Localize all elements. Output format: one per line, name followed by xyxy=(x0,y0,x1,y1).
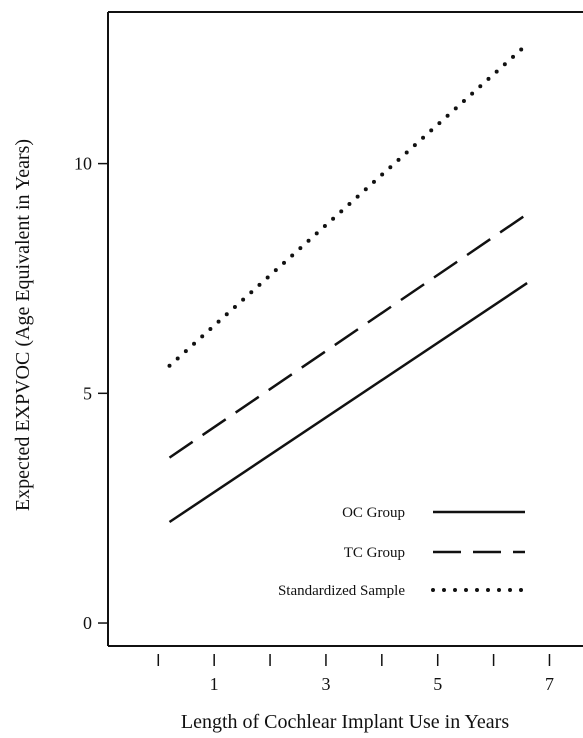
x-tick-label: 7 xyxy=(545,674,554,694)
plot-frame xyxy=(107,11,583,647)
x-tick-label: 5 xyxy=(433,674,442,694)
legend-label: Standardized Sample xyxy=(278,583,405,599)
series-line-oc-group xyxy=(168,282,528,524)
legend: OC Group TC Group Standardized Sample xyxy=(278,505,527,599)
series-line-tc-group xyxy=(168,213,528,459)
series-line-standardized-sample xyxy=(167,42,530,368)
x-tick-label: 3 xyxy=(321,674,330,694)
x-axis-title: Length of Cochlear Implant Use in Years xyxy=(181,711,509,733)
x-tick-label: 1 xyxy=(210,674,219,694)
legend-label: OC Group xyxy=(342,505,405,521)
x-axis: 1 3 5 7 xyxy=(157,654,554,694)
series-group xyxy=(167,42,530,524)
y-tick-label: 0 xyxy=(83,613,92,633)
legend-label: TC Group xyxy=(344,545,405,561)
y-tick-label: 10 xyxy=(74,154,92,174)
y-axis-title: Expected EXPVOC (Age Equivalent in Years… xyxy=(12,139,34,511)
y-axis: 0 5 10 xyxy=(74,154,108,633)
y-tick-label: 5 xyxy=(83,383,92,403)
